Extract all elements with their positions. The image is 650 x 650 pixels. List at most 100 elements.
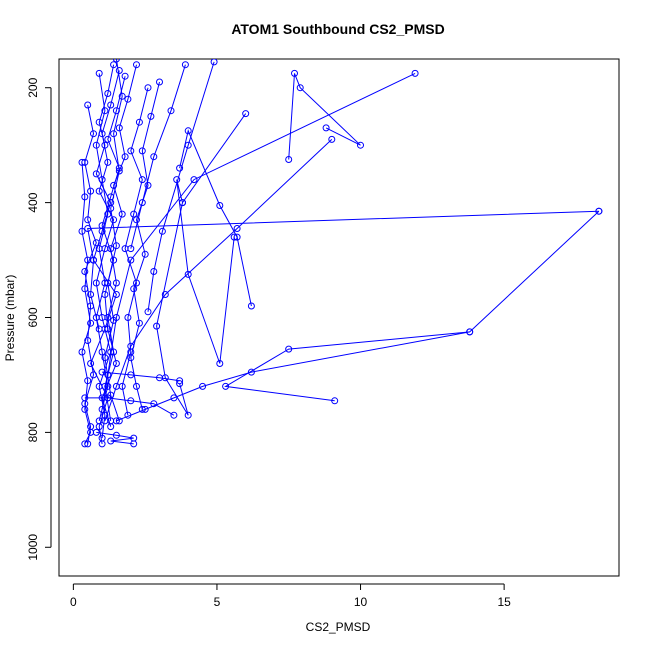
data-point <box>104 158 112 166</box>
data-series <box>78 158 95 448</box>
data-point <box>110 61 118 69</box>
data-point <box>92 239 100 247</box>
data-series <box>144 59 218 316</box>
series-line <box>95 73 109 422</box>
data-point <box>141 250 149 258</box>
data-point <box>84 216 92 224</box>
data-point <box>156 78 163 86</box>
x-tick-label: 5 <box>214 595 221 609</box>
data-point <box>112 242 120 250</box>
data-point <box>233 225 241 232</box>
data-point <box>107 245 115 253</box>
data-series <box>98 368 184 385</box>
data-point <box>84 337 92 344</box>
data-point <box>81 193 89 201</box>
series-line <box>101 76 126 427</box>
data-point <box>81 268 89 275</box>
data-point <box>411 69 419 77</box>
data-point <box>92 141 100 149</box>
data-point <box>107 101 115 109</box>
data-point <box>87 187 95 195</box>
data-point <box>112 360 120 367</box>
data-point <box>133 382 140 390</box>
data-point <box>81 440 89 448</box>
data-series <box>118 84 152 419</box>
data-point <box>144 181 152 189</box>
data-point <box>135 319 143 327</box>
data-point <box>87 319 95 327</box>
data-point <box>133 216 140 224</box>
series-layer <box>78 59 603 448</box>
data-point <box>98 368 106 376</box>
data-point <box>184 270 192 278</box>
data-point <box>150 268 158 275</box>
series-line <box>121 87 149 416</box>
data-point <box>147 112 155 120</box>
y-tick-label: 600 <box>26 307 40 327</box>
x-axis-label: CS2_PMSD <box>306 620 371 634</box>
data-point <box>112 59 120 63</box>
y-tick-label: 200 <box>26 77 40 97</box>
data-point <box>92 170 100 178</box>
data-point <box>104 135 112 143</box>
data-point <box>121 153 129 161</box>
data-point <box>127 342 135 350</box>
data-point <box>92 314 100 321</box>
data-point <box>133 61 140 69</box>
series-line <box>84 397 175 416</box>
y-axis-label: Pressure (mbar) <box>3 275 17 362</box>
data-point <box>92 428 100 436</box>
data-point <box>179 199 186 207</box>
data-point <box>135 118 143 126</box>
data-point <box>216 202 224 209</box>
data-point <box>104 210 112 218</box>
data-point <box>110 181 118 189</box>
data-series <box>153 110 250 419</box>
data-series <box>176 127 255 310</box>
data-point <box>112 279 120 287</box>
data-point <box>121 72 129 80</box>
data-point <box>190 176 198 184</box>
data-series <box>98 69 419 413</box>
data-series <box>285 69 364 163</box>
data-point <box>78 158 86 166</box>
data-point <box>247 368 255 376</box>
data-point <box>138 176 146 184</box>
data-point <box>84 440 92 448</box>
data-series <box>101 135 336 425</box>
data-point <box>331 397 339 405</box>
data-point <box>130 210 138 218</box>
y-tick-label: 1000 <box>26 534 40 561</box>
y-axis: 200 400 600 800 1000 <box>26 77 52 561</box>
series-line <box>95 70 120 439</box>
data-point <box>84 225 92 232</box>
data-point <box>184 127 192 135</box>
series-line <box>130 81 160 410</box>
data-point <box>112 417 120 425</box>
data-point <box>285 345 293 353</box>
data-point <box>84 377 92 385</box>
x-tick-label: 10 <box>354 595 368 609</box>
y-tick-label: 800 <box>26 422 40 442</box>
data-point <box>118 210 126 218</box>
data-point <box>357 141 364 149</box>
data-point <box>141 405 149 413</box>
data-point <box>170 394 178 402</box>
data-point <box>107 437 115 445</box>
data-point <box>176 164 184 172</box>
data-point <box>104 371 112 379</box>
data-point <box>170 411 178 419</box>
data-point <box>216 360 224 367</box>
data-point <box>285 156 293 163</box>
data-point <box>138 199 146 207</box>
x-axis: 0 5 10 15 <box>70 583 511 609</box>
data-series <box>92 428 138 448</box>
data-point <box>104 325 112 333</box>
data-point <box>95 245 103 253</box>
data-series <box>81 394 178 419</box>
data-point <box>247 302 255 310</box>
data-point <box>92 279 100 287</box>
data-point <box>81 158 89 166</box>
data-point <box>291 69 298 77</box>
data-point <box>156 374 163 382</box>
